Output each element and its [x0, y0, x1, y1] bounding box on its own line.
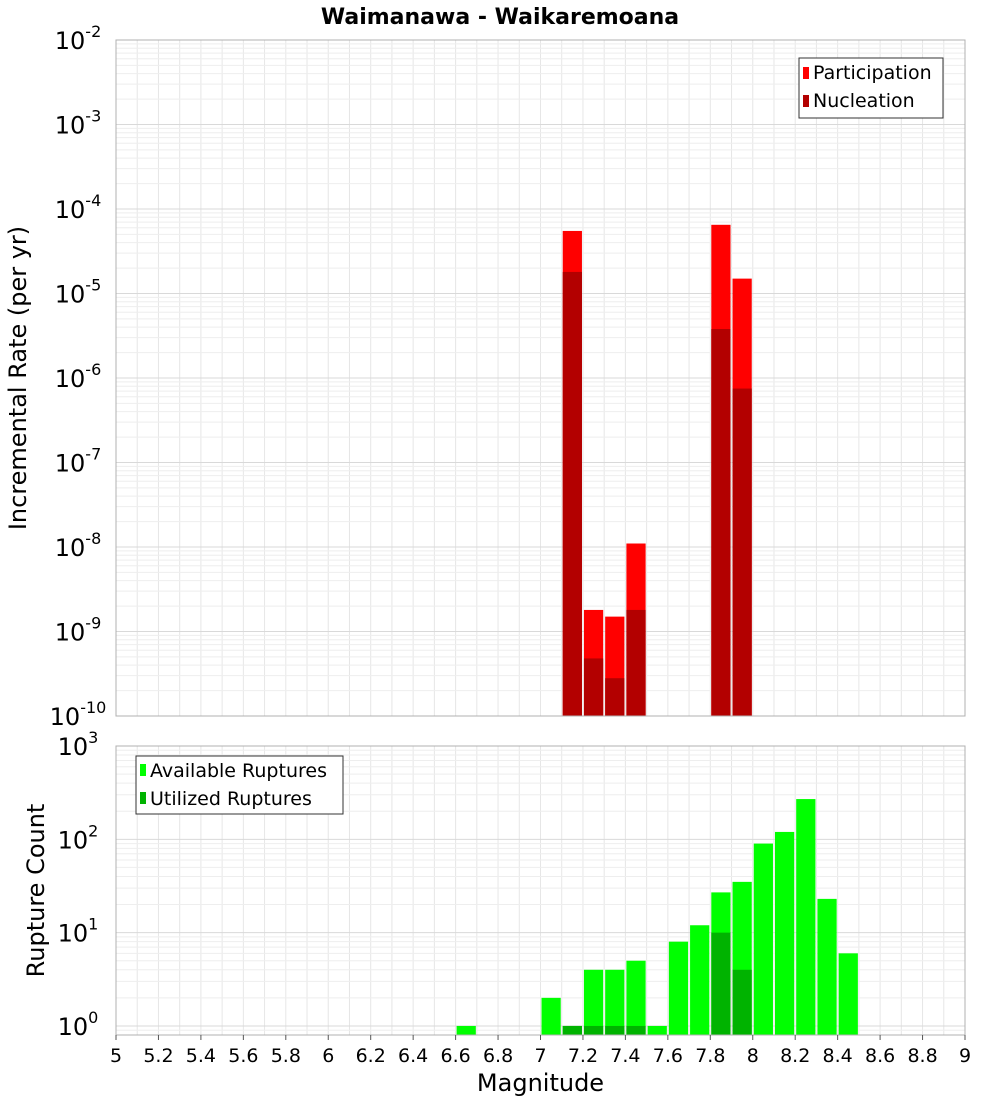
- bar-available-ruptures: [647, 1025, 667, 1035]
- x-tick-label: 6.6: [440, 1045, 470, 1067]
- x-tick-label: 8.4: [823, 1045, 853, 1067]
- x-tick-label: 5.8: [271, 1045, 301, 1067]
- y-tick-label: 103: [58, 728, 99, 761]
- bar-utilized-ruptures: [605, 1025, 625, 1035]
- bar-utilized-ruptures: [626, 1025, 646, 1035]
- top-panel: 10-2 10-3 10-4 10-5 10-6 10-7 10-8 10-9 10-10 In…: [4, 22, 966, 731]
- y-tick-label: 10-2: [55, 22, 102, 55]
- bar-available-ruptures: [605, 969, 625, 1035]
- y-tick-label: 10-6: [55, 360, 102, 393]
- bottom-panel: 103 102 101 100 5 5.2 5.4 5.6 5.8 6 6.2 6.4 6.6 6.8 7…: [22, 728, 971, 1097]
- y-tick-label: 10-8: [55, 529, 102, 562]
- legend-label: Nucleation: [813, 90, 915, 112]
- x-tick-label: 9: [959, 1045, 971, 1067]
- legend-swatch: [140, 792, 146, 804]
- bar-available-ruptures: [753, 843, 773, 1035]
- x-tick-label: 5.4: [186, 1045, 216, 1067]
- bar-utilized-ruptures: [583, 1025, 604, 1035]
- x-tick-label: 7.6: [653, 1045, 683, 1067]
- bar-available-ruptures: [838, 953, 858, 1035]
- x-tick-labels: 5 5.2 5.4 5.6 5.8 6 6.2 6.4 6.6 6.8 7 7.2 7.4 7.6 7.8 8…: [110, 1035, 971, 1067]
- top-legend: Participation Nucleation: [798, 57, 944, 119]
- bar-nucleation: [711, 329, 731, 716]
- bar-available-ruptures: [796, 799, 816, 1035]
- legend-swatch: [140, 764, 146, 776]
- bar-available-ruptures: [541, 997, 561, 1035]
- x-tick-label: 5.2: [143, 1045, 173, 1067]
- bar-utilized-ruptures: [711, 932, 731, 1035]
- bottom-y-axis-label: Rupture Count: [22, 804, 50, 978]
- bottom-bars: [456, 799, 858, 1035]
- bottom-legend: Available Ruptures Utilized Ruptures: [135, 755, 344, 815]
- x-tick-label: 7.4: [610, 1045, 640, 1067]
- bar-available-ruptures: [774, 831, 795, 1035]
- bar-available-ruptures: [817, 898, 837, 1035]
- x-tick-label: 8.6: [865, 1045, 895, 1067]
- bar-nucleation: [562, 271, 582, 716]
- bar-nucleation: [732, 388, 752, 716]
- chart-title: Waimanawa - Waikaremoana: [321, 5, 679, 30]
- bar-nucleation: [626, 609, 646, 716]
- legend-swatch: [803, 95, 809, 107]
- y-tick-label: 10-3: [55, 107, 102, 140]
- bar-available-ruptures: [668, 941, 689, 1035]
- y-tick-label: 102: [58, 821, 99, 854]
- legend-box: [798, 57, 944, 119]
- bar-nucleation: [605, 678, 625, 716]
- y-tick-label: 10-5: [55, 276, 102, 309]
- y-tick-label: 10-4: [55, 191, 102, 224]
- bar-available-ruptures: [690, 925, 710, 1035]
- y-tick-label: 101: [58, 915, 99, 948]
- legend-box: [135, 755, 344, 815]
- y-tick-label: 10-9: [55, 614, 102, 647]
- legend-label: Participation: [813, 62, 932, 84]
- top-y-tick-labels: 10-2 10-3 10-4 10-5 10-6 10-7 10-8 10-9 10-10: [50, 22, 107, 731]
- bar-utilized-ruptures: [562, 1025, 582, 1035]
- bottom-y-tick-labels: 103 102 101 100: [58, 728, 99, 1041]
- top-bars: [562, 224, 752, 717]
- bar-utilized-ruptures: [732, 969, 752, 1035]
- x-tick-label: 6: [322, 1045, 334, 1067]
- x-tick-label: 7.2: [568, 1045, 598, 1067]
- bar-nucleation: [583, 658, 604, 716]
- x-axis-label: Magnitude: [477, 1069, 604, 1097]
- y-tick-label: 10-10: [50, 698, 107, 731]
- x-tick-label: 6.4: [398, 1045, 428, 1067]
- x-tick-label: 8.8: [907, 1045, 937, 1067]
- x-tick-label: 6.8: [483, 1045, 513, 1067]
- x-tick-label: 8: [747, 1045, 759, 1067]
- legend-swatch: [803, 67, 809, 79]
- x-tick-label: 8.2: [780, 1045, 810, 1067]
- x-tick-label: 7.8: [695, 1045, 725, 1067]
- top-grid: [115, 39, 966, 717]
- x-tick-label: 7: [534, 1045, 546, 1067]
- x-tick-label: 5.6: [228, 1045, 258, 1067]
- legend-label: Utilized Ruptures: [150, 788, 312, 810]
- bar-available-ruptures: [583, 969, 604, 1035]
- bar-available-ruptures: [626, 960, 646, 1035]
- top-plot-border: [115, 39, 966, 717]
- y-tick-label: 100: [58, 1008, 99, 1041]
- top-y-axis-label: Incremental Rate (per yr): [4, 226, 32, 530]
- bar-available-ruptures: [456, 1025, 476, 1035]
- x-tick-label: 5: [110, 1045, 122, 1067]
- y-tick-label: 10-7: [55, 445, 102, 478]
- x-tick-label: 6.2: [356, 1045, 386, 1067]
- legend-label: Available Ruptures: [150, 760, 327, 782]
